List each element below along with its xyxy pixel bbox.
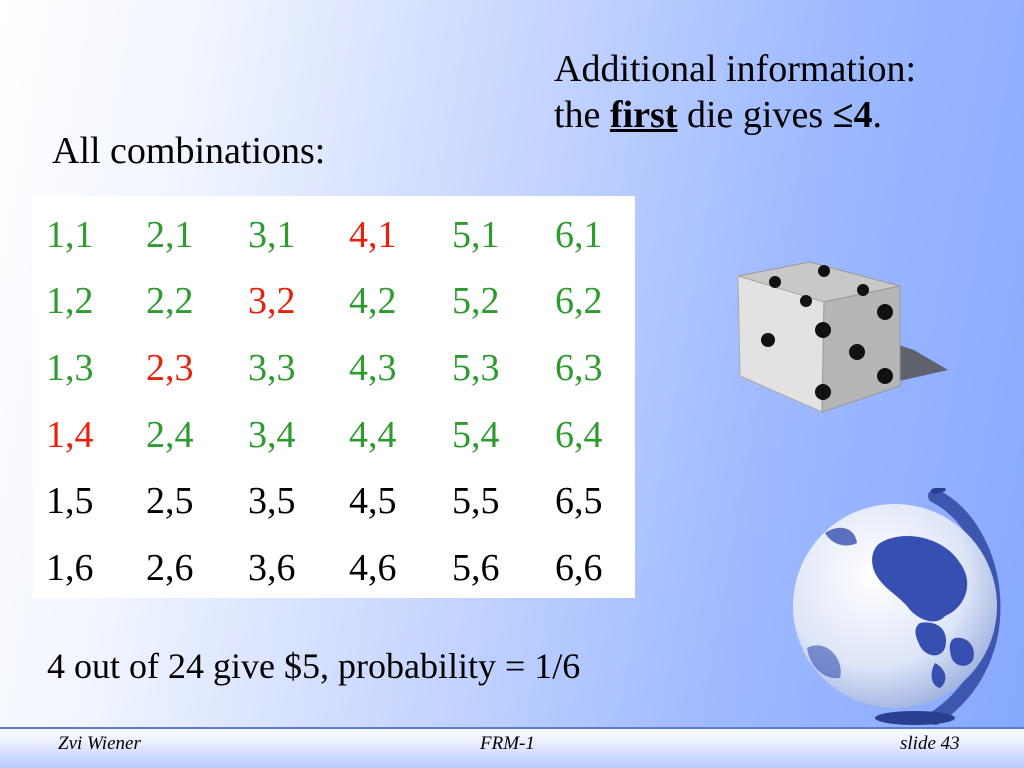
table-cell: 5,5: [452, 480, 500, 522]
table-cell: 4,1: [349, 214, 397, 256]
table-cell: 6,5: [555, 480, 603, 522]
table-cell: 6,2: [555, 280, 603, 322]
table-cell: 3,1: [248, 214, 296, 256]
combinations-table: 1,1 2,1 3,1 4,1 5,1 6,1 1,2 2,2 3,2 4,2 5,2 6,2 1,3 2…: [33, 196, 635, 598]
table-row: 1,1 2,1 3,1 4,1 5,1 6,1: [33, 202, 635, 268]
footer-slide-number: slide 43: [900, 733, 960, 754]
footer-bar: [0, 727, 1024, 768]
info-value: ≤4: [832, 94, 873, 136]
footer-author: Zvi Wiener: [58, 733, 141, 754]
info-mid: die gives: [677, 94, 833, 136]
footer-course: FRM-1: [480, 733, 535, 754]
table-cell: 5,4: [452, 414, 500, 456]
table-cell: 5,6: [452, 547, 500, 589]
info-prefix: the: [554, 94, 610, 136]
table-cell: 1,3: [46, 347, 94, 389]
table-cell: 1,4: [46, 414, 94, 456]
table-cell: 6,1: [555, 214, 603, 256]
table-cell: 2,2: [146, 280, 194, 322]
table-cell: 1,6: [46, 547, 94, 589]
table-cell: 2,4: [146, 414, 194, 456]
table-cell: 2,3: [146, 347, 194, 389]
table-cell: 5,1: [452, 214, 500, 256]
table-row: 1,5 2,5 3,5 4,5 5,5 6,5: [33, 468, 635, 534]
table-cell: 4,6: [349, 547, 397, 589]
table-cell: 4,2: [349, 280, 397, 322]
table-cell: 2,6: [146, 547, 194, 589]
table-cell: 1,2: [46, 280, 94, 322]
additional-info: Additional information: the first die gi…: [554, 46, 916, 138]
table-cell: 5,3: [452, 347, 500, 389]
table-cell: 4,4: [349, 414, 397, 456]
table-cell: 1,1: [46, 214, 94, 256]
table-cell: 5,2: [452, 280, 500, 322]
table-row: 1,4 2,4 3,4 4,4 5,4 6,4: [33, 402, 635, 468]
table-cell: 2,1: [146, 214, 194, 256]
table-row: 1,2 2,2 3,2 4,2 5,2 6,2: [33, 268, 635, 334]
table-row: 1,6 2,6 3,6 4,6 5,6 6,6: [33, 535, 635, 601]
globe-icon: [793, 488, 1001, 725]
table-cell: 4,3: [349, 347, 397, 389]
table-cell: 3,3: [248, 347, 296, 389]
table-cell: 3,4: [248, 414, 296, 456]
table-cell: 3,6: [248, 547, 296, 589]
table-cell: 6,4: [555, 414, 603, 456]
table-cell: 6,6: [555, 547, 603, 589]
table-cell: 6,3: [555, 347, 603, 389]
info-line-2: the first die gives ≤4.: [554, 92, 916, 138]
info-end: .: [872, 94, 882, 136]
table-cell: 3,5: [248, 480, 296, 522]
table-row: 1,3 2,3 3,3 4,3 5,3 6,3: [33, 335, 635, 401]
table-cell: 1,5: [46, 480, 94, 522]
table-cell: 4,5: [349, 480, 397, 522]
info-line-1: Additional information:: [554, 48, 917, 90]
table-cell: 2,5: [146, 480, 194, 522]
die-icon: [737, 261, 948, 413]
result-text: 4 out of 24 give $5, probability = 1/6: [47, 646, 581, 686]
combinations-title: All combinations:: [52, 130, 326, 172]
info-first-word: first: [609, 94, 678, 136]
table-cell: 3,2: [248, 280, 296, 322]
